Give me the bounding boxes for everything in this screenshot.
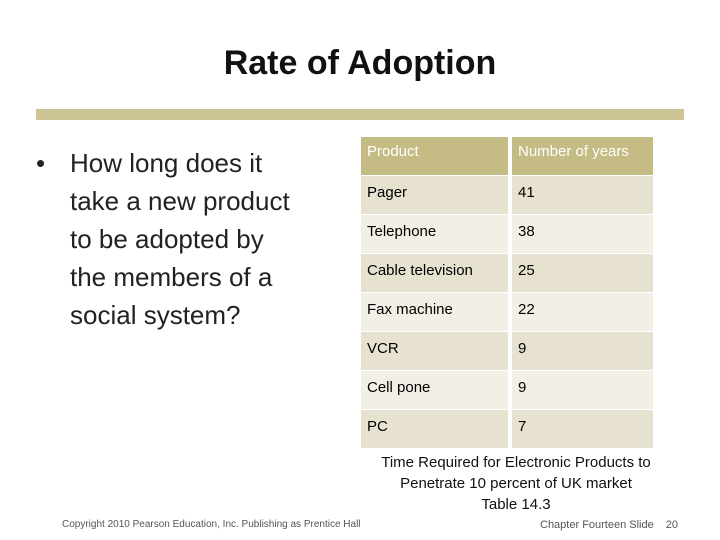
product-cell: Fax machine (361, 292, 512, 332)
caption-line: Time Required for Electronic Products to (381, 454, 651, 471)
years-cell: 9 (510, 370, 653, 410)
years-cell: 22 (510, 292, 653, 332)
table-row: VCR 9 (361, 331, 653, 371)
product-cell: PC (361, 409, 512, 449)
product-cell: Pager (361, 175, 512, 215)
slide-footer: Chapter Fourteen Slide 20 (540, 519, 678, 531)
bullet-point: • How long does it take a new product to… (36, 144, 298, 334)
slide-title: Rate of Adoption (223, 44, 497, 82)
header-product: Product (361, 137, 512, 176)
table-caption: Time Required for Electronic Products to… (360, 452, 672, 515)
copyright-footer: Copyright 2010 Pearson Education, Inc. P… (62, 519, 361, 530)
years-cell: 41 (510, 175, 653, 215)
product-cell: Cell pone (361, 370, 512, 410)
bullet-text: How long does it take a new product to b… (70, 148, 290, 330)
table-row: Fax machine 22 (361, 292, 653, 332)
slide-number: 20 (665, 519, 678, 531)
caption-table-number: Table 14.3 (481, 496, 551, 513)
caption-line: Penetrate 10 percent of UK market (400, 475, 632, 492)
table-row: Telephone 38 (361, 214, 653, 254)
table-row: Cable television 25 (361, 253, 653, 293)
years-cell: 7 (510, 409, 653, 449)
table-row: Cell pone 9 (361, 370, 653, 410)
table-row: PC 7 (361, 409, 653, 449)
bullet-marker: • (36, 148, 46, 178)
product-cell: VCR (361, 331, 512, 371)
years-cell: 38 (510, 214, 653, 254)
table-row: Pager 41 (361, 175, 653, 215)
chapter-label: Chapter Fourteen Slide (540, 519, 654, 531)
product-cell: Telephone (361, 214, 512, 254)
years-cell: 9 (510, 331, 653, 371)
adoption-table: Product Number of years Pager 41 Telepho… (361, 137, 653, 449)
header-years: Number of years (510, 137, 653, 176)
product-cell: Cable television (361, 253, 512, 293)
title-underline-bar (36, 109, 684, 120)
table-header-row: Product Number of years (361, 137, 653, 176)
years-cell: 25 (510, 253, 653, 293)
